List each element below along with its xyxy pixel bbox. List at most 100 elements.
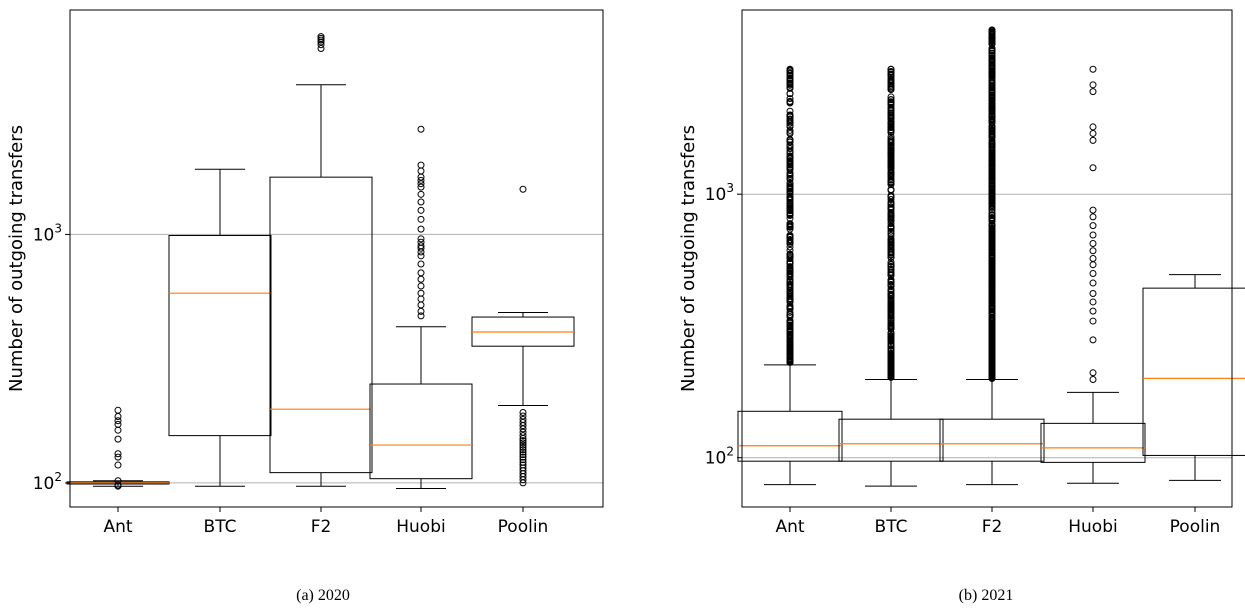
flier-point [887, 335, 895, 343]
flier-point [417, 176, 425, 184]
flier-point [988, 185, 996, 193]
flier-point [1089, 298, 1097, 306]
flier-point [786, 243, 794, 251]
flier-point [887, 83, 895, 91]
flier-point [786, 169, 794, 177]
flier-point [417, 215, 425, 223]
flier-point [887, 121, 895, 129]
flier-point [1089, 261, 1097, 269]
flier-point [786, 233, 794, 241]
flier-point [786, 253, 794, 261]
flier-point [786, 107, 794, 115]
flier-point [786, 72, 794, 80]
flier-point [887, 114, 895, 122]
flier-point [417, 295, 425, 303]
y-tick-label: 102 [33, 470, 62, 494]
flier-point [988, 213, 996, 221]
flier-point [988, 177, 996, 185]
flier-point [887, 301, 895, 309]
flier-point [1089, 129, 1097, 137]
flier-point [988, 282, 996, 290]
x-tick-label: BTC [204, 517, 237, 537]
flier-point [1089, 81, 1097, 89]
axes-frame [741, 9, 1233, 508]
flier-point [786, 200, 794, 208]
flier-point [1089, 247, 1097, 255]
flier-point [417, 235, 425, 243]
flier-point [988, 277, 996, 285]
box-iqr [838, 418, 944, 462]
flier-point [988, 371, 996, 379]
flier-point [887, 337, 895, 345]
flier-point [1089, 231, 1097, 239]
flier-point [1089, 206, 1097, 214]
flier-point [786, 295, 794, 303]
flier-point [988, 118, 996, 126]
flier-point [786, 291, 794, 299]
flier-point [988, 310, 996, 318]
flier-point [887, 195, 895, 203]
flier-point [114, 461, 122, 469]
flier-point [887, 258, 895, 266]
flier-point [988, 296, 996, 304]
flier-point [519, 415, 527, 423]
flier-point [786, 160, 794, 168]
flier-point [887, 276, 895, 284]
flier-point [887, 269, 895, 277]
flier-point [786, 204, 794, 212]
flier-point [988, 287, 996, 295]
flier-point [887, 93, 895, 101]
flier-point [988, 181, 996, 189]
x-tick-label: Ant [775, 517, 804, 537]
flier-point [887, 73, 895, 81]
box-huobi [369, 125, 473, 489]
flier-point [417, 269, 425, 277]
flier-point [786, 179, 794, 187]
flier-point [988, 247, 996, 255]
flier-point [114, 453, 122, 461]
flier-point [786, 83, 794, 91]
flier-point [887, 285, 895, 293]
flier-point [988, 36, 996, 44]
flier-point [988, 26, 996, 34]
flier-point [887, 261, 895, 269]
flier-point [519, 456, 527, 464]
flier-point [519, 448, 527, 456]
x-tick-label: F2 [982, 517, 1003, 537]
flier-point [887, 157, 895, 165]
flier-point [887, 141, 895, 149]
flier-point [1089, 336, 1097, 344]
flier-point [519, 464, 527, 472]
flier-point [887, 306, 895, 314]
flier-point [988, 83, 996, 91]
flier-point [988, 239, 996, 247]
flier-point [887, 150, 895, 158]
flier-point [1089, 222, 1097, 230]
y-axis-label: Number of outgoing transfers [678, 125, 699, 392]
box-f2 [269, 33, 373, 487]
box-iqr [269, 176, 373, 474]
flier-point [988, 217, 996, 225]
flier-point [417, 190, 425, 198]
flier-point [1089, 213, 1097, 221]
flier-point [887, 355, 895, 363]
box-poolin [1142, 274, 1245, 481]
x-tick-label: BTC [875, 517, 908, 537]
flier-point [786, 308, 794, 316]
flier-point [519, 446, 527, 454]
flier-point [988, 66, 996, 74]
flier-point [1089, 289, 1097, 297]
flier-point [1089, 307, 1097, 315]
flier-point [988, 168, 996, 176]
flier-point [417, 225, 425, 233]
flier-point [786, 283, 794, 291]
flier-point [114, 477, 122, 485]
box-huobi [1040, 65, 1146, 484]
box-btc [168, 168, 272, 487]
flier-point [988, 342, 996, 350]
flier-point [887, 96, 895, 104]
flier-point [887, 191, 895, 199]
box-iqr [168, 235, 272, 437]
flier-point [417, 307, 425, 315]
flier-point [988, 95, 996, 103]
